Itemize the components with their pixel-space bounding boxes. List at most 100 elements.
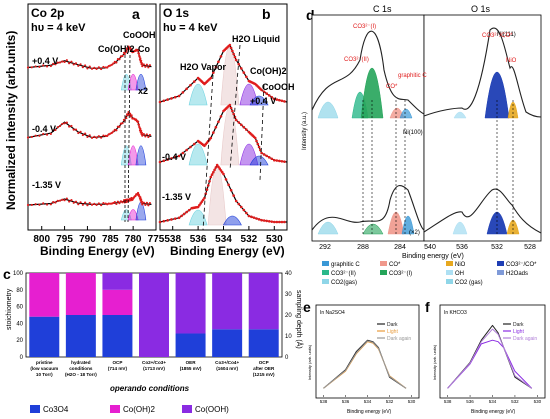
panel-b-data-point (231, 109, 234, 113)
panel-c-bar-segment (175, 273, 206, 334)
panel-b-data-point (242, 125, 246, 129)
panel-d-title-o1s: O 1s (471, 4, 491, 14)
panel-b-data-point (232, 112, 235, 116)
panel-a-data-point (137, 193, 140, 196)
panel-b-series-label-2: -0.4 V (162, 152, 186, 162)
panel-f-frame (439, 304, 546, 399)
panel-b-data-point (212, 131, 215, 134)
panel-a-data-point (42, 202, 45, 205)
panel-a-data-point (84, 64, 87, 67)
panel-c-category-label: pristine (36, 360, 53, 365)
panel-d-peak-co2gas-100 (317, 221, 339, 235)
panel-e-tick-label: 530 (408, 399, 416, 404)
panel-d-legend-label: CO2(gas) (331, 280, 357, 286)
panel-d-legend-label: graphitic C (331, 262, 360, 268)
panel-e-legend-label: Dark again (387, 336, 411, 342)
panel-b-data-point (283, 220, 286, 224)
panel-a-data-point (65, 121, 68, 124)
panel-b-data-point (192, 80, 196, 83)
panel-a-data-point (115, 129, 118, 132)
panel-c-ylabel: stoichiometry (6, 288, 13, 330)
panel-d-anno-graphitic: graphitic C (398, 73, 427, 79)
panel-a-tick-label: 775 (148, 234, 165, 245)
panel-b-data-point (237, 121, 241, 124)
panel-b-component (249, 155, 269, 166)
panel-b-data-point (173, 217, 177, 220)
legend-label-co3o4: Co3O4 (43, 405, 69, 414)
panel-e-label: In Na2SO4 (320, 310, 345, 316)
panel-a-data-point (30, 135, 33, 139)
panel-b-component (188, 83, 208, 106)
panel-b-anno-cooh: CoOOH (262, 82, 295, 92)
panel-a-data-point (34, 203, 37, 206)
panel-b-data-point (273, 220, 276, 224)
panel-a-data-point (38, 134, 41, 137)
panel-b-dash-3 (259, 84, 265, 181)
panel-c-category-label: (1855 mV) (180, 366, 202, 371)
panel-b-data-point (250, 215, 253, 219)
panel-b-data-point (239, 67, 243, 70)
panel-b-data-point (217, 120, 220, 124)
panel-b-data-point (198, 203, 201, 207)
panel-e-tick-label: 536 (342, 399, 350, 404)
panel-b-data-point (237, 62, 241, 66)
panel-d-anno-co: CO* (386, 84, 398, 90)
panel-f-tick-label: 538 (444, 399, 452, 404)
panel-f: f In KHCO3 Intensity (arb. units) DarkLi… (425, 299, 546, 415)
panel-d-anno-ni100: Ni(100) (403, 130, 423, 136)
panel-b-data-point (280, 159, 284, 163)
panel-b-component (222, 215, 242, 226)
legend-swatch-co3o4 (30, 405, 40, 413)
panel-c: c stoichiometry sampling depth (Å) 0 20 40… (3, 266, 304, 414)
panel-a-data-point (38, 203, 41, 206)
panel-b-data-point (233, 55, 237, 59)
panel-d-legend-label: NiO (455, 262, 466, 268)
panel-b-series-label-3: -1.35 V (162, 192, 191, 202)
panel-b-data-point (210, 173, 214, 176)
panel-a-data-point (72, 63, 75, 66)
panel-b-subtitle: hυ = 4 keV (163, 22, 218, 34)
panel-b-data-point (217, 60, 220, 64)
panel-a-frame (27, 3, 157, 231)
panel-a-data-point (145, 201, 148, 204)
panel-a-data-point (148, 64, 152, 67)
panel-a-data-point (147, 135, 150, 139)
panel-a-data-point (86, 67, 89, 70)
panel-d-anno-co3i: CO3²⁻(I) (353, 24, 376, 30)
panel-b-data-point (273, 158, 276, 162)
panel-b-data-point (158, 160, 162, 164)
panel-c-category-label: (1215 mV) (253, 372, 275, 377)
panel-a-data-point (58, 199, 62, 202)
panel-c-bar-segment (29, 273, 60, 317)
panel-b-data-point (278, 220, 281, 224)
panel-a-data-point (106, 134, 109, 137)
panel-f-tick-label: 532 (511, 399, 519, 404)
panel-a-subtitle: hυ = 4 keV (31, 22, 86, 34)
panel-a-data-point (74, 62, 78, 65)
panel-a-data-point (26, 136, 30, 139)
panel-d-legend-swatch (322, 270, 329, 275)
panel-b-data-point (253, 136, 257, 140)
panel-b-data-point (220, 170, 224, 174)
panel-d-tick-label-c: 292 (319, 244, 331, 251)
panel-a-data-point (93, 135, 96, 138)
panel-b-data-point (283, 100, 286, 103)
panel-a-letter: a (132, 6, 140, 22)
panel-a-series-label-1: +0.4 V (32, 56, 58, 66)
panel-c-ylabel-right: sampling depth (Å) (295, 290, 304, 349)
panel-a-data-point (77, 203, 80, 206)
panel-a-data-point (88, 65, 91, 68)
panel-c-bar-segment (102, 273, 133, 290)
panel-a-data-point (115, 202, 118, 206)
panel-c-category-label: (714 mV) (108, 366, 128, 371)
panel-d-legend-swatch (380, 261, 387, 266)
panel-f-series-line (447, 328, 533, 389)
panel-a-data-point (74, 128, 78, 131)
panel-a-data-point (79, 201, 82, 204)
panel-b-data-point (267, 94, 271, 97)
panel-b-letter: b (262, 6, 271, 22)
panel-a-data-point (84, 201, 87, 204)
panel-a-data-point (142, 63, 145, 66)
panel-a-tick-label: 795 (56, 234, 73, 245)
panel-b-data-point (229, 188, 233, 192)
